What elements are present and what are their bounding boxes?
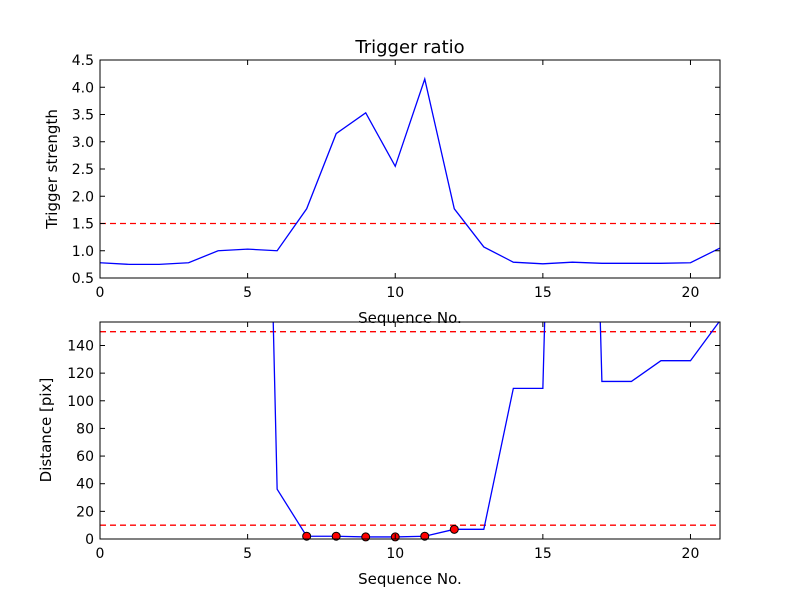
y-tick-label: 0.5 [72,271,94,287]
y-tick-label: 40 [76,477,94,493]
y-tick-label: 60 [76,449,94,465]
plot-area [100,76,720,266]
x-tick-label: 5 [243,285,252,301]
y-tick-label: 20 [76,504,94,520]
x-tick-label: 0 [96,285,105,301]
data-point-marker [449,524,459,534]
y-tick-label: 140 [67,338,94,354]
x-tick-label: 15 [534,285,552,301]
x-tick-label: 15 [534,546,552,562]
x-tick-label: 5 [243,546,252,562]
x-tick-label: 10 [386,546,404,562]
y-tick-label: 1.0 [72,244,94,260]
x-axis-label: Sequence No. [358,309,462,327]
x-tick-label: 0 [96,546,105,562]
y-axis-label: Distance [pix] [37,378,55,483]
series-line-0 [100,76,720,266]
x-tick-label: 10 [386,285,404,301]
plot-area [100,322,720,538]
y-tick-label: 2.0 [72,189,94,205]
axes-frame [99,321,721,540]
data-point-marker [331,531,341,541]
series-line-0 [272,322,720,538]
x-tick-label: 20 [682,546,700,562]
trigger-ratio-panel: Trigger ratio Sequence No. Trigger stren… [43,37,721,327]
y-tick-label: 3.5 [72,108,94,124]
y-tick-label: 120 [67,366,94,382]
y-tick-label: 3.0 [72,135,94,151]
data-point-marker [302,531,312,541]
data-point-marker [420,531,430,541]
chart-title: Trigger ratio [354,37,464,58]
y-axis-label: Trigger strength [43,109,61,230]
y-tick-label: 1.5 [72,217,94,233]
distance-panel: Sequence No. Distance [pix] 0 5 10 15 20 0 20 4… [37,321,721,588]
y-tick-label: 2.5 [72,162,94,178]
data-point-marker [361,532,371,542]
y-tick-label: 0 [85,532,94,548]
y-tick-label: 4.0 [72,80,94,96]
y-tick-label: 100 [67,394,94,410]
x-axis-label: Sequence No. [358,570,462,588]
y-tick-label: 4.5 [72,53,94,69]
x-tick-label: 20 [682,285,700,301]
y-tick-label: 80 [76,421,94,437]
